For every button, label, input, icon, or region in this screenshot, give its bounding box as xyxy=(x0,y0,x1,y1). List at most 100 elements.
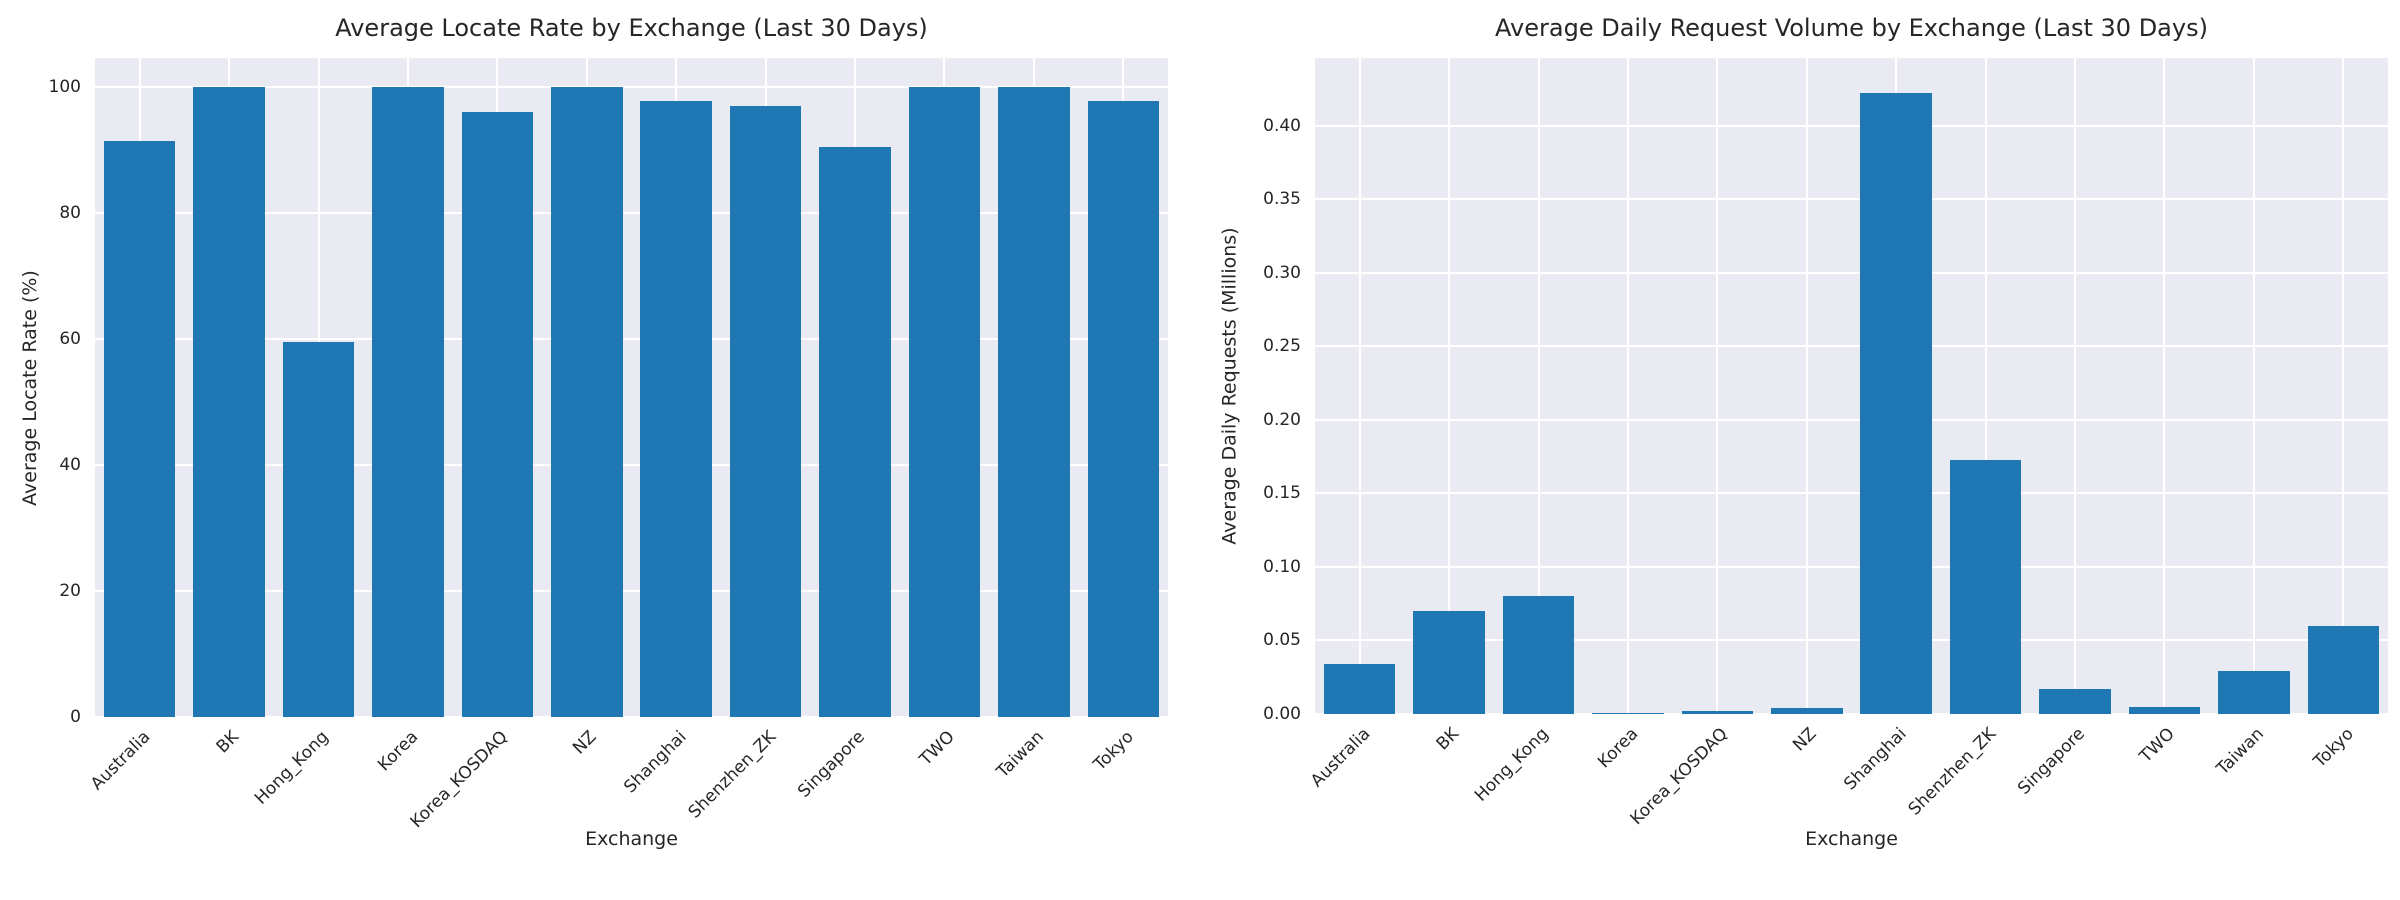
x-gridline xyxy=(1984,58,1987,714)
y-tick-label: 0.35 xyxy=(1263,189,1301,210)
x-gridline xyxy=(1448,58,1451,714)
x-gridline xyxy=(1358,58,1361,714)
y-tick-label: 0.15 xyxy=(1263,483,1301,504)
x-tick-label: Korea_KOSDAQ xyxy=(1626,724,1732,830)
y-gridline xyxy=(95,716,1168,717)
x-tick-label: NZ xyxy=(569,727,601,759)
x-tick-label: Shenzhen_ZK xyxy=(1904,724,2000,820)
bar-Shenzhen_ZK xyxy=(729,105,802,717)
x-tick-label: Hong_Kong xyxy=(1470,724,1553,806)
bar-Taiwan xyxy=(998,86,1070,717)
y-tick-label: 0 xyxy=(70,707,81,727)
x-tick-label: Australia xyxy=(86,727,154,795)
x-tick-label: TWO xyxy=(915,727,959,770)
bar-Korea_KOSDAQ xyxy=(461,112,534,717)
y-gridline xyxy=(1315,418,2388,421)
bar-Taiwan xyxy=(2218,671,2290,714)
x-gridline xyxy=(2074,58,2077,714)
y-gridline xyxy=(95,463,1168,466)
x-tick-label: Tokyo xyxy=(1089,727,1138,775)
y-tick-label: 80 xyxy=(59,202,81,223)
x-gridline xyxy=(2252,58,2255,714)
chart-title: Average Daily Request Volume by Exchange… xyxy=(1495,14,2208,42)
bar-BK xyxy=(1413,611,1485,714)
bar-Korea xyxy=(372,86,444,717)
bar-NZ xyxy=(1771,708,1843,714)
x-tick-label: Shanghai xyxy=(620,727,691,798)
y-gridline xyxy=(95,589,1168,592)
y-tick-label: 0.05 xyxy=(1263,630,1301,651)
x-tick-label: TWO xyxy=(2135,724,2179,767)
y-gridline xyxy=(95,85,1168,88)
y-axis-label-container: Average Daily Requests (Millions) xyxy=(1204,58,1256,714)
y-gridline xyxy=(95,211,1168,214)
x-tick-label: Hong_Kong xyxy=(250,727,333,809)
bar-Korea_KOSDAQ xyxy=(1681,711,1754,714)
y-gridline xyxy=(95,337,1168,340)
x-tick-label: NZ xyxy=(1789,724,1821,756)
bar-Singapore xyxy=(819,147,891,717)
y-gridline xyxy=(1315,565,2388,568)
x-tick-label: Taiwan xyxy=(992,727,1049,783)
y-gridline xyxy=(1315,198,2388,201)
x-axis-label: Exchange xyxy=(1805,828,1898,850)
bar-Hong_Kong xyxy=(1502,596,1575,714)
x-tick-label: Korea xyxy=(373,727,423,776)
x-tick-label: Shenzhen_ZK xyxy=(684,727,780,823)
y-tick-label: 100 xyxy=(48,76,81,97)
y-tick-label: 0.00 xyxy=(1263,704,1301,724)
x-gridline xyxy=(1805,58,1808,714)
y-tick-label: 0.20 xyxy=(1263,409,1301,430)
x-gridline xyxy=(1626,58,1629,714)
x-axis-label: Exchange xyxy=(585,828,678,850)
bar-Shenzhen_ZK xyxy=(1949,459,2022,714)
y-axis-label-container: Average Locate Rate (%) xyxy=(4,58,56,717)
x-gridline xyxy=(1537,58,1540,714)
locate-rate-chart-panel: Average Locate Rate by Exchange (Last 30… xyxy=(4,14,1168,850)
request-volume-chart-panel: Average Daily Request Volume by Exchange… xyxy=(1200,0,2400,900)
bar-Singapore xyxy=(2039,689,2111,714)
bar-Korea xyxy=(1592,712,1664,714)
x-tick-label: Taiwan xyxy=(2212,724,2269,780)
x-tick-label: Singapore xyxy=(794,727,870,802)
y-gridline xyxy=(1315,345,2388,348)
y-gridline xyxy=(1315,271,2388,274)
plot-area xyxy=(95,58,1168,717)
x-tick-label: Shanghai xyxy=(1840,724,1911,795)
bar-Shanghai xyxy=(640,101,712,717)
bar-Hong_Kong xyxy=(282,341,355,717)
x-gridline xyxy=(1716,58,1719,714)
bar-Tokyo xyxy=(2307,625,2380,714)
y-tick-label: 0.10 xyxy=(1263,556,1301,577)
y-gridline xyxy=(1315,124,2388,127)
x-tick-label: BK xyxy=(212,727,244,758)
bar-TWO xyxy=(908,86,981,717)
x-tick-label: Australia xyxy=(1306,724,1374,792)
plot-area xyxy=(1315,58,2388,714)
x-tick-label: Singapore xyxy=(2014,724,2090,799)
bar-Australia xyxy=(103,140,176,717)
y-tick-label: 0.30 xyxy=(1263,262,1301,283)
chart-title: Average Locate Rate by Exchange (Last 30… xyxy=(335,14,928,42)
y-gridline xyxy=(1315,639,2388,642)
x-tick-label: Korea_KOSDAQ xyxy=(406,727,512,833)
y-gridline xyxy=(1315,713,2388,714)
y-tick-label: 40 xyxy=(59,454,81,475)
y-tick-label: 20 xyxy=(59,580,81,601)
x-gridline xyxy=(2342,58,2345,714)
x-gridline xyxy=(2163,58,2166,714)
bar-Shanghai xyxy=(1860,93,1932,714)
bar-Tokyo xyxy=(1087,100,1160,717)
x-tick-label: Korea xyxy=(1593,724,1643,773)
bar-TWO xyxy=(2128,706,2201,714)
x-tick-label: BK xyxy=(1432,724,1464,755)
x-tick-label: Tokyo xyxy=(2309,724,2358,772)
bar-BK xyxy=(193,86,265,717)
bar-NZ xyxy=(551,86,623,717)
y-tick-label: 60 xyxy=(59,328,81,349)
y-tick-label: 0.25 xyxy=(1263,336,1301,357)
bar-Australia xyxy=(1323,664,1396,714)
y-gridline xyxy=(1315,492,2388,495)
y-tick-label: 0.40 xyxy=(1263,115,1301,136)
